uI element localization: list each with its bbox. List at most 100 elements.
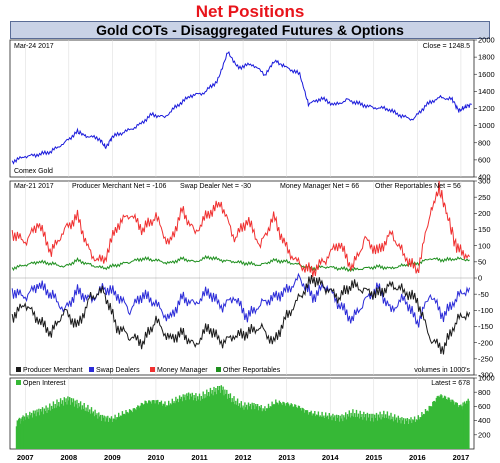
open-interest-bar	[388, 415, 390, 449]
open-interest-bar	[137, 405, 139, 449]
open-interest-bar	[34, 410, 36, 449]
open-interest-bar	[91, 413, 94, 449]
open-interest-bar	[138, 407, 141, 449]
open-interest-bar	[325, 416, 328, 449]
open-interest-bar	[311, 415, 313, 449]
open-interest-bar	[310, 410, 312, 449]
open-interest-bar	[399, 417, 401, 449]
open-interest-bar	[384, 418, 386, 449]
open-interest-bar	[179, 398, 182, 449]
open-interest-bar	[27, 415, 29, 449]
open-interest-bar	[266, 408, 268, 449]
open-interest-bar	[397, 415, 399, 449]
open-interest-bar	[274, 404, 276, 449]
open-interest-bar	[405, 420, 408, 449]
open-interest-bar	[174, 403, 176, 449]
open-interest-bar	[238, 403, 241, 449]
open-interest-bar	[401, 417, 403, 449]
open-interest-bar	[50, 405, 53, 449]
open-interest-bar	[205, 397, 207, 449]
open-interest-bar	[168, 405, 171, 449]
open-interest-bar	[265, 411, 267, 449]
open-interest-bar	[367, 417, 369, 449]
open-interest-bar	[433, 400, 436, 449]
open-interest-bar	[146, 402, 148, 449]
open-interest-bar	[217, 390, 220, 449]
open-interest-bar	[403, 418, 405, 449]
open-interest-bar	[191, 392, 193, 449]
net-readout: Money Manager Net = 66	[280, 183, 359, 190]
open-interest-bar	[392, 416, 394, 449]
open-interest-bar	[22, 415, 24, 449]
open-interest-bar	[233, 396, 235, 449]
open-interest-bar	[308, 412, 310, 449]
open-interest-bar	[143, 403, 145, 449]
y-tick-label: 0	[478, 274, 482, 283]
open-interest-bar	[319, 415, 321, 449]
open-interest-bar	[81, 405, 84, 449]
open-interest-bar	[43, 408, 45, 449]
price-close-readout: Close = 1248.5	[423, 43, 470, 50]
open-interest-bar	[75, 404, 77, 449]
open-interest-bar	[113, 418, 115, 449]
open-interest-bar	[439, 395, 441, 449]
y-tick-label: 1800	[478, 53, 495, 62]
open-interest-bar	[236, 404, 238, 449]
open-interest-bar	[385, 417, 388, 449]
legend-label: Other Reportables	[223, 367, 281, 374]
open-interest-bar	[163, 404, 165, 449]
open-interest-bar	[329, 417, 331, 449]
open-interest-bar	[342, 421, 344, 449]
open-interest-bar	[30, 415, 32, 449]
open-interest-bar	[315, 414, 318, 449]
open-interest-bar	[185, 400, 187, 449]
open-interest-bar	[79, 401, 82, 449]
open-interest-bar	[160, 400, 163, 449]
open-interest-bar	[21, 417, 23, 449]
other-reportables-line	[11, 254, 470, 273]
open-interest-bar	[129, 409, 132, 449]
open-interest-bar	[194, 397, 196, 449]
open-interest-bar	[237, 405, 240, 449]
open-interest-bars	[15, 385, 470, 449]
open-interest-label: Open Interest	[23, 380, 65, 387]
open-interest-bar	[468, 400, 470, 449]
open-interest-bar	[361, 414, 363, 449]
open-interest-bar	[74, 400, 76, 449]
open-interest-bar	[186, 393, 188, 449]
open-interest-bar	[298, 406, 301, 449]
open-interest-bar	[144, 400, 146, 449]
open-interest-bar	[440, 394, 442, 449]
open-interest-bar	[227, 398, 229, 449]
legend-label: Producer Merchant	[23, 367, 83, 374]
money-manager-line	[11, 180, 470, 278]
y-tick-label: -100	[478, 306, 493, 315]
open-interest-bar	[284, 403, 286, 449]
net-date-label: Mar-21 2017	[14, 183, 54, 190]
open-interest-bar	[425, 411, 428, 449]
open-interest-bar	[422, 415, 424, 449]
open-interest-bar	[309, 412, 311, 449]
open-interest-bar	[330, 415, 332, 449]
open-interest-bar	[353, 416, 355, 449]
open-interest-bar	[391, 419, 393, 449]
open-interest-bar	[305, 410, 307, 449]
open-interest-bar	[252, 405, 254, 449]
open-interest-bar	[257, 410, 260, 449]
open-interest-bar	[441, 395, 443, 449]
open-interest-bar	[418, 419, 420, 449]
open-interest-bar	[109, 417, 111, 449]
open-interest-bar	[108, 421, 110, 449]
open-interest-bar	[398, 419, 400, 449]
open-interest-bar	[148, 400, 150, 449]
open-interest-bar	[407, 424, 409, 449]
y-tick-label: 50	[478, 257, 486, 266]
open-interest-readout: Latest = 678	[431, 380, 470, 387]
open-interest-bar	[456, 402, 458, 449]
y-tick-label: 400	[478, 416, 491, 425]
open-interest-bar	[269, 406, 271, 449]
open-interest-bar	[58, 402, 60, 449]
open-interest-bar	[203, 398, 205, 449]
legend-swatch	[216, 367, 221, 372]
open-interest-bar	[155, 400, 157, 449]
